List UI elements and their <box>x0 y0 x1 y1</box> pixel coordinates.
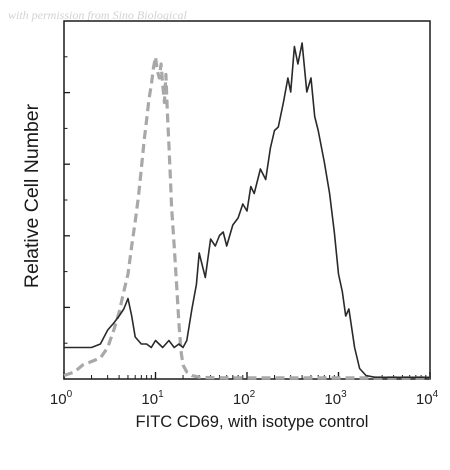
y-axis-label: Relative Cell Number <box>21 103 43 288</box>
x-tick-label: 104 <box>416 389 439 408</box>
x-tick-label: 102 <box>233 389 256 408</box>
x-tick-labels: 100 101 102 103 104 <box>50 389 439 408</box>
watermark: with permission from Sino Biological <box>8 8 187 22</box>
isotype-control-series <box>63 55 430 380</box>
plot-frame <box>63 20 431 380</box>
y-axis-ticks <box>64 56 70 344</box>
series-layer <box>63 42 430 380</box>
x-tick-label: 100 <box>50 389 73 408</box>
x-tick-label: 101 <box>141 389 164 408</box>
x-tick-label: 103 <box>324 389 347 408</box>
cd69-stained-series <box>64 42 430 379</box>
x-axis-label: FITC CD69, with isotype control <box>136 413 369 431</box>
